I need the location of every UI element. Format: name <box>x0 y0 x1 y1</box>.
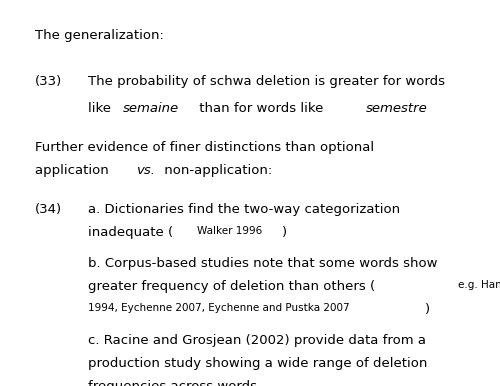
Text: application: application <box>35 164 113 177</box>
Text: c. Racine and Grosjean (2002) provide data from a: c. Racine and Grosjean (2002) provide da… <box>88 334 425 347</box>
Text: b. Corpus-based studies note that some words show: b. Corpus-based studies note that some w… <box>88 257 437 270</box>
Text: 1994, Eychenne 2007, Eychenne and Pustka 2007: 1994, Eychenne 2007, Eychenne and Pustka… <box>88 303 349 313</box>
Text: e.g. Hansen: e.g. Hansen <box>458 280 500 290</box>
Text: (34): (34) <box>35 203 62 216</box>
Text: non-application:: non-application: <box>160 164 272 177</box>
Text: like: like <box>88 102 115 115</box>
Text: vs.: vs. <box>136 164 154 177</box>
Text: frequencies across words: frequencies across words <box>88 380 256 386</box>
Text: The generalization:: The generalization: <box>35 29 164 42</box>
Text: semestre: semestre <box>366 102 428 115</box>
Text: than for words like: than for words like <box>195 102 328 115</box>
Text: The probability of schwa deletion is greater for words: The probability of schwa deletion is gre… <box>88 75 444 88</box>
Text: Walker 1996: Walker 1996 <box>198 226 262 236</box>
Text: greater frequency of deletion than others (: greater frequency of deletion than other… <box>88 280 375 293</box>
Text: production study showing a wide range of deletion: production study showing a wide range of… <box>88 357 427 370</box>
Text: semaine: semaine <box>122 102 179 115</box>
Text: (33): (33) <box>35 75 62 88</box>
Text: ): ) <box>425 303 430 316</box>
Text: Further evidence of finer distinctions than optional: Further evidence of finer distinctions t… <box>35 141 374 154</box>
Text: ): ) <box>282 226 286 239</box>
Text: a. Dictionaries find the two-way categorization: a. Dictionaries find the two-way categor… <box>88 203 400 216</box>
Text: inadequate (: inadequate ( <box>88 226 172 239</box>
